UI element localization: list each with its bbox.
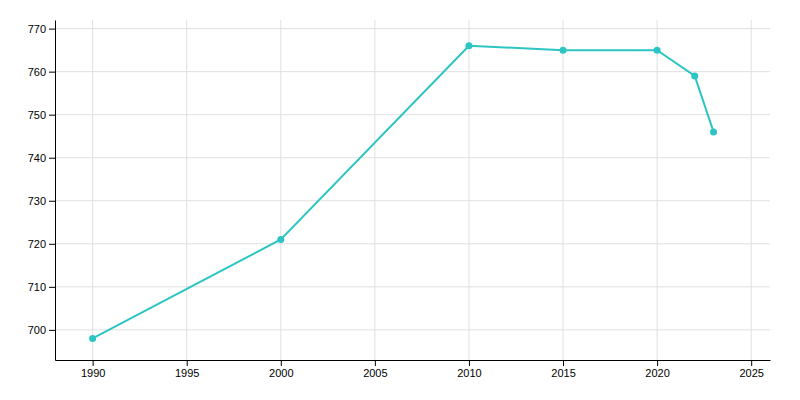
tick: 720 xyxy=(28,238,55,250)
tick: 2010 xyxy=(457,360,481,379)
grid-line xyxy=(468,20,469,360)
tick-label: 2005 xyxy=(363,367,387,379)
axis-line xyxy=(55,21,56,361)
tick-label: 2010 xyxy=(457,367,481,379)
grid-line xyxy=(55,286,770,287)
tick-label: 740 xyxy=(28,152,46,164)
axis-line xyxy=(56,360,771,361)
grid-line xyxy=(55,157,770,158)
tick-mark xyxy=(375,360,376,366)
point xyxy=(691,72,698,79)
grid-line xyxy=(751,20,752,360)
point xyxy=(277,236,284,243)
tick-label: 2015 xyxy=(551,367,575,379)
tick-mark xyxy=(49,330,55,331)
tick-label: 2020 xyxy=(645,367,669,379)
tick-label: 730 xyxy=(28,195,46,207)
tick: 2025 xyxy=(739,360,763,379)
tick-label: 720 xyxy=(28,238,46,250)
grid-line xyxy=(55,243,770,244)
tick-mark xyxy=(49,201,55,202)
tick: 730 xyxy=(28,195,55,207)
data-layer xyxy=(89,42,717,342)
line xyxy=(93,46,714,339)
grid-line xyxy=(92,20,93,360)
x-axis: 1990 1995 2000 2005 2010 2015 2020 2025 xyxy=(56,360,771,379)
point xyxy=(654,47,661,54)
tick-mark xyxy=(49,115,55,116)
tick: 710 xyxy=(28,281,55,293)
tick-mark xyxy=(49,29,55,30)
tick-mark xyxy=(93,360,94,366)
grid-line xyxy=(55,200,770,201)
tick: 700 xyxy=(28,324,55,336)
grid xyxy=(55,20,770,360)
tick-mark xyxy=(469,360,470,366)
grid-line xyxy=(563,20,564,360)
tick-label: 1995 xyxy=(175,367,199,379)
grid-line xyxy=(374,20,375,360)
tick-label: 760 xyxy=(28,66,46,78)
tick: 2020 xyxy=(645,360,669,379)
grid-line xyxy=(55,329,770,330)
grid-line xyxy=(186,20,187,360)
tick: 2000 xyxy=(269,360,293,379)
tick-mark xyxy=(49,244,55,245)
tick: 2005 xyxy=(363,360,387,379)
tick-mark xyxy=(281,360,282,366)
grid-line xyxy=(280,20,281,360)
tick-label: 770 xyxy=(28,23,46,35)
tick: 1990 xyxy=(81,360,105,379)
grid-line xyxy=(657,20,658,360)
tick-label: 750 xyxy=(28,109,46,121)
grid-line xyxy=(55,71,770,72)
tick-mark xyxy=(187,360,188,366)
tick: 770 xyxy=(28,23,55,35)
tick-mark xyxy=(49,158,55,159)
grid-line xyxy=(55,28,770,29)
point xyxy=(465,42,472,49)
tick-mark xyxy=(49,287,55,288)
y-axis: 700 710 720 730 740 750 760 770 xyxy=(28,21,56,361)
tick: 740 xyxy=(28,152,55,164)
tick: 1995 xyxy=(175,360,199,379)
tick: 750 xyxy=(28,109,55,121)
tick-label: 710 xyxy=(28,281,46,293)
tick-mark xyxy=(49,72,55,73)
tick-mark xyxy=(563,360,564,366)
grid-line xyxy=(55,114,770,115)
point xyxy=(710,128,717,135)
tick-mark xyxy=(751,360,752,366)
plot: 1990 1995 2000 2005 2010 2015 2020 2025 700 710 72… xyxy=(28,20,771,379)
tick-label: 1990 xyxy=(81,367,105,379)
tick-label: 2000 xyxy=(269,367,293,379)
tick-label: 700 xyxy=(28,324,46,336)
point xyxy=(560,47,567,54)
chart: 1990 1995 2000 2005 2010 2015 2020 2025 700 710 72… xyxy=(0,0,800,400)
tick: 760 xyxy=(28,66,55,78)
tick: 2015 xyxy=(551,360,575,379)
tick-label: 2025 xyxy=(739,367,763,379)
tick-mark xyxy=(657,360,658,366)
point xyxy=(89,335,96,342)
